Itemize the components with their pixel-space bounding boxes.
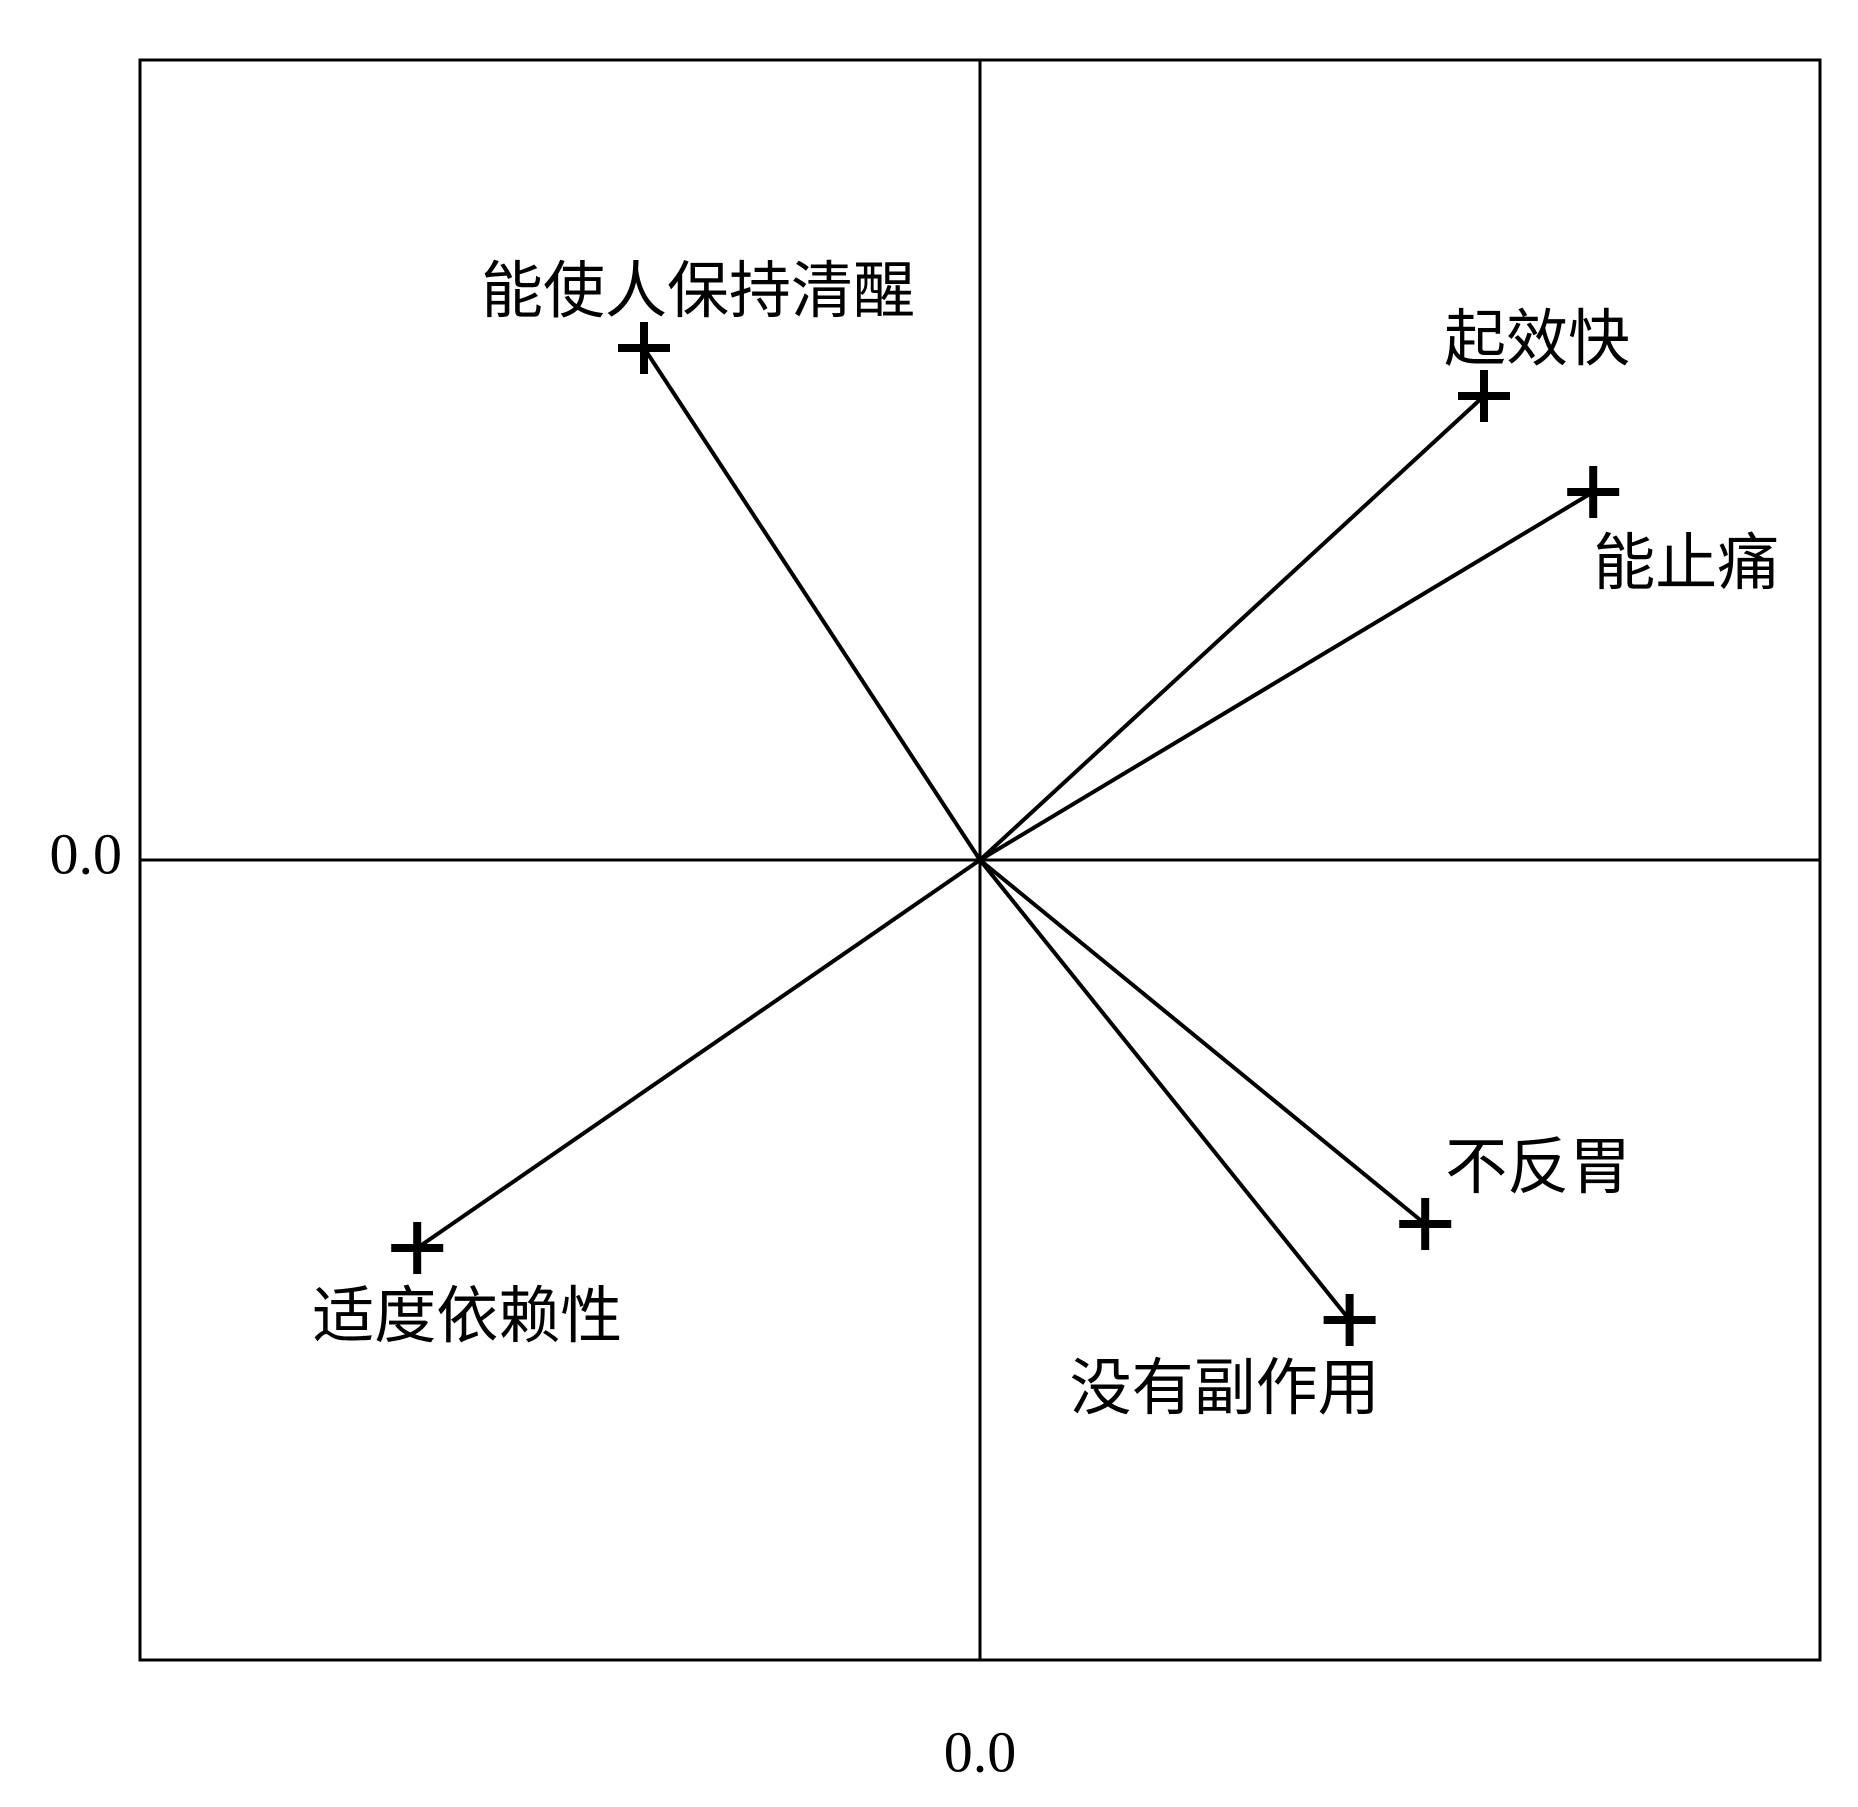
y-axis-label: 0.0 — [50, 821, 123, 886]
point-label: 起效快 — [1444, 306, 1630, 374]
chart-container: 能使人保持清醒起效快能止痛适度依赖性 不反胃没有副作用 0.0 0.0 — [0, 0, 1858, 1807]
point-label: 能止痛 — [1593, 530, 1779, 598]
point-label: 没有副作用 — [1070, 1355, 1380, 1423]
point-label: 不反胃 — [1445, 1134, 1631, 1202]
point-label: 适度依赖性 — [312, 1283, 622, 1351]
vector-chart: 能使人保持清醒起效快能止痛适度依赖性 不反胃没有副作用 0.0 0.0 — [0, 0, 1858, 1807]
x-axis-label: 0.0 — [944, 1720, 1017, 1785]
point-label: 能使人保持清醒 — [481, 258, 915, 326]
